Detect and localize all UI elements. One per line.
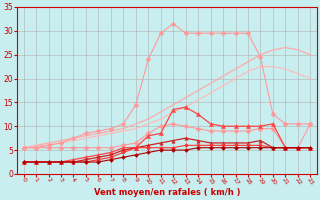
X-axis label: Vent moyen/en rafales ( km/h ): Vent moyen/en rafales ( km/h )	[94, 188, 240, 197]
